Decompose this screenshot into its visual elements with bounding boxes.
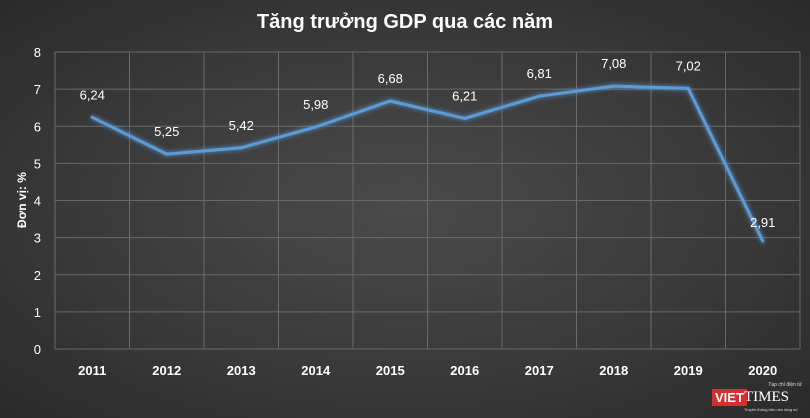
logo-tagline: Tạp chí điện tử [768,382,802,388]
data-label: 5,25 [154,124,179,139]
x-tick-label: 2013 [227,363,256,378]
logo-brand-red: VIET [712,389,747,406]
data-point [537,94,541,98]
data-label: 5,98 [303,97,328,112]
data-label: 7,08 [601,56,626,71]
y-tick-label: 6 [34,119,41,134]
x-tick-label: 2014 [301,363,331,378]
series-line [90,84,765,243]
x-tick-label: 2011 [78,363,106,378]
data-label: 2,91 [750,215,775,230]
gridlines [54,51,801,350]
x-axis-ticks: 2011 2012 2013 2014 2015 2016 2017 2018 2019 2020 [78,363,777,378]
data-point [761,239,765,243]
data-point [165,152,169,156]
x-tick-label: 2020 [748,363,777,378]
data-point [239,146,243,150]
x-tick-label: 2012 [152,363,181,378]
data-point [612,84,616,88]
data-label: 6,24 [80,87,105,102]
y-tick-label: 0 [34,342,41,357]
data-label: 5,42 [229,118,254,133]
data-label: 6,21 [452,88,477,103]
data-point [686,86,690,90]
y-tick-label: 5 [34,156,41,171]
x-tick-label: 2018 [599,363,628,378]
y-axis-label: Đơn vị: % [15,172,29,228]
data-label: 6,68 [378,71,403,86]
y-tick-label: 7 [34,82,41,97]
data-label: 6,81 [527,66,552,81]
y-axis-ticks: 0 1 2 3 4 5 6 7 8 [34,45,41,357]
y-tick-label: 3 [34,231,41,246]
x-tick-label: 2017 [525,363,554,378]
data-labels: 6,24 5,25 5,42 5,98 6,68 6,21 6,81 7,08 7,02 2,91 [80,56,776,230]
data-point [314,125,318,129]
y-tick-label: 4 [34,194,41,209]
data-label: 7,02 [676,58,701,73]
data-point [388,99,392,103]
y-tick-label: 8 [34,45,41,60]
x-tick-label: 2016 [450,363,479,378]
logo-subtitle: Truyền thông trên nền tảng số [744,407,798,412]
series-line-group [90,84,765,243]
logo-brand-white: TIMES [744,389,789,405]
data-point [463,116,467,120]
x-tick-label: 2015 [376,363,405,378]
y-tick-label: 1 [34,305,41,320]
data-point [90,115,94,119]
x-tick-label: 2019 [674,363,703,378]
chart-title: Tăng trưởng GDP qua các năm [257,11,553,33]
y-tick-label: 2 [34,268,41,283]
viettimes-logo: Tạp chí điện tử VIET TIMES Truyền thông … [712,382,802,412]
